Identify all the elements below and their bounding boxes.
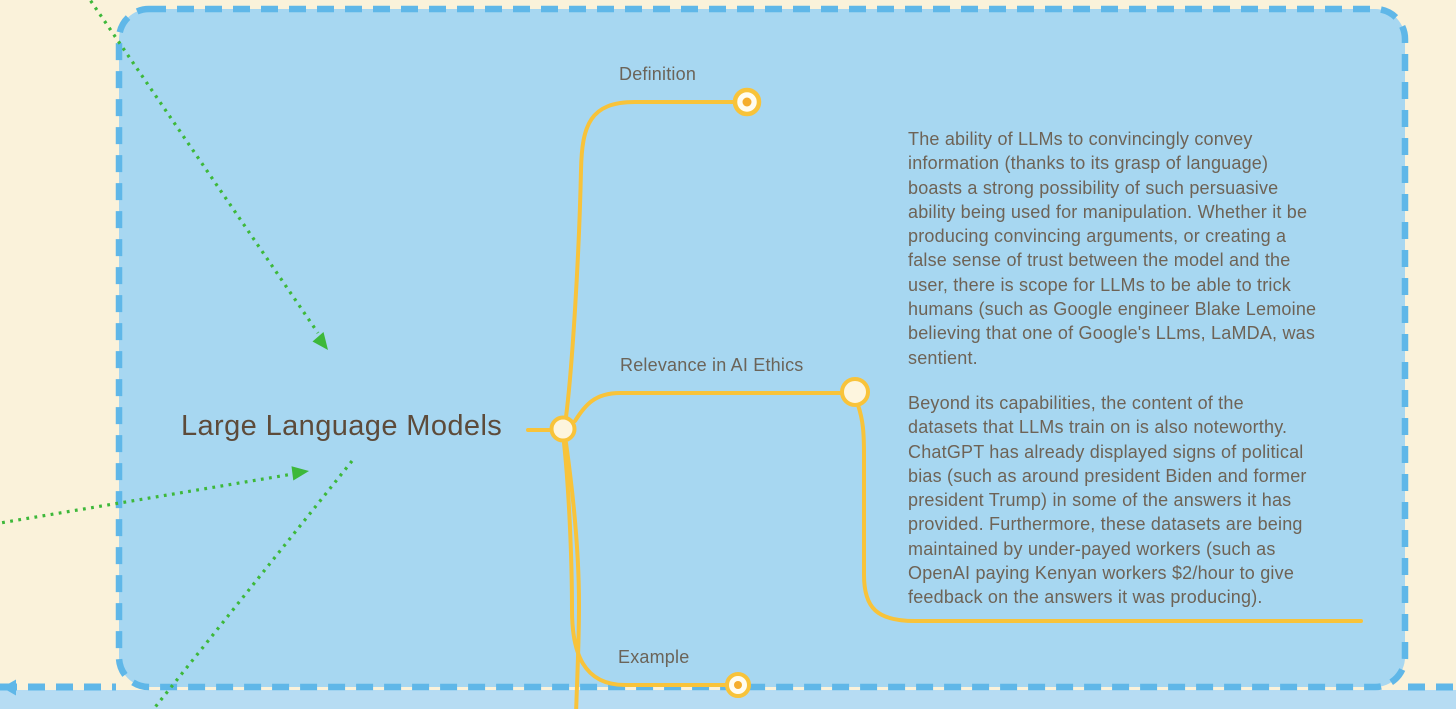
green-arrow-left-line	[0, 472, 294, 525]
branch-label-relevance[interactable]: Relevance in AI Ethics	[620, 355, 804, 375]
branch-label-example[interactable]: Example	[618, 647, 690, 667]
example-node-collapse-dot[interactable]	[734, 681, 742, 689]
branch-line-definition	[564, 100, 735, 419]
left-arrowhead-icon	[2, 679, 16, 696]
branch-line-example	[562, 441, 727, 687]
lower-selection-box-fill	[0, 690, 1456, 709]
green-arrow-top-line	[88, 0, 320, 334]
trunk-line-continuation	[564, 441, 582, 709]
branch-label-definition[interactable]: Definition	[619, 64, 697, 84]
note-persuasion-text[interactable]: The ability of LLMs to convincingly conv…	[908, 129, 1317, 368]
selection-box[interactable]	[115, 5, 1409, 691]
green-arrow-top-head-icon	[312, 332, 328, 350]
branch-line-relevance	[573, 391, 842, 423]
green-arrow-left-head-icon	[291, 466, 309, 481]
note-datasets-text[interactable]: Beyond its capabilities, the content of …	[908, 393, 1307, 608]
branch-line-relevance-note	[856, 403, 1363, 623]
definition-node-collapse-dot[interactable]	[742, 97, 752, 107]
root-node-label[interactable]: Large Language Models	[181, 410, 503, 442]
root-node-circle[interactable]	[549, 415, 577, 443]
green-dotted-line-down	[151, 460, 354, 709]
relevance-node-circle[interactable]	[840, 377, 870, 407]
